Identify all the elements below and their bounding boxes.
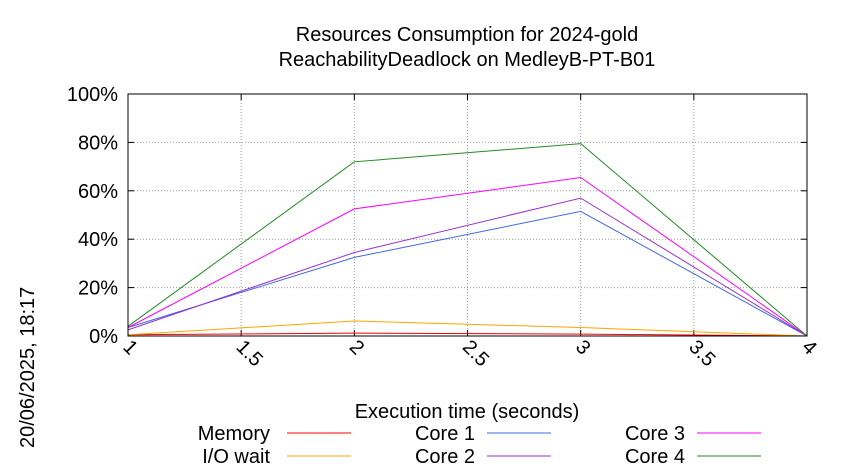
x-tick-label: 2	[345, 336, 368, 359]
y-tick-label: 40%	[78, 229, 118, 251]
y-tick-label: 0%	[89, 326, 118, 348]
x-axis-ticks: 1 1.5 2 2.5 3 3.5 4	[118, 94, 821, 371]
x-axis-label: Execution time (seconds)	[355, 401, 580, 423]
series-line-memory	[127, 332, 808, 337]
series-line-core-2	[127, 197, 808, 337]
legend-label-core-3: Core 3	[625, 423, 685, 445]
grid-lines	[128, 94, 807, 336]
legend-label-core-1: Core 1	[415, 423, 475, 445]
series-lines	[127, 143, 808, 337]
legend-label-core-2: Core 2	[415, 446, 475, 468]
series-line-core-1	[127, 210, 808, 337]
plot-border	[127, 93, 808, 337]
timestamp-label: 20/06/2025, 18:17	[17, 287, 39, 448]
series-line-i-o-wait	[127, 320, 808, 337]
x-tick-label: 1.5	[232, 336, 267, 371]
y-tick-label: 80%	[78, 132, 118, 154]
x-tick-label: 3	[571, 336, 594, 359]
x-tick-label: 2.5	[458, 336, 493, 371]
x-tick-label: 1	[118, 336, 141, 359]
legend-label-i-o-wait: I/O wait	[202, 446, 270, 468]
series-line-core-3	[127, 176, 808, 337]
series-line-core-4	[127, 143, 808, 337]
chart-title: Resources Consumption for 2024-gold	[296, 24, 638, 46]
y-tick-label: 100%	[67, 84, 118, 106]
legend-label-memory: Memory	[198, 423, 270, 445]
chart-subtitle: ReachabilityDeadlock on MedleyB-PT-B01	[279, 49, 656, 71]
y-axis-ticks: 0% 20% 40% 60% 80% 100%	[67, 84, 807, 348]
x-tick-label: 4	[797, 336, 820, 359]
x-tick-label: 3.5	[684, 336, 719, 371]
legend-label-core-4: Core 4	[625, 446, 685, 468]
y-tick-label: 20%	[78, 278, 118, 300]
y-tick-label: 60%	[78, 181, 118, 203]
